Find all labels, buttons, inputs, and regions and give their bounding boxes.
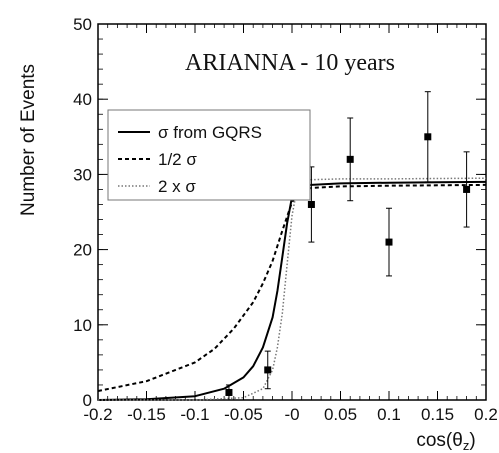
y-tick-label: 20 bbox=[73, 241, 92, 260]
x-tick-label: 0.05 bbox=[324, 405, 357, 424]
x-tick-label: 0.15 bbox=[421, 405, 454, 424]
chart-title: ARIANNA - 10 years bbox=[185, 50, 395, 76]
data-points bbox=[225, 91, 471, 401]
x-tick-label: 0.2 bbox=[474, 405, 498, 424]
x-tick-label: -0 bbox=[284, 405, 299, 424]
x-tick-label: -0.1 bbox=[180, 405, 209, 424]
x-tick-label: -0.05 bbox=[224, 405, 263, 424]
y-tick-label: 10 bbox=[73, 316, 92, 335]
legend-label-solid: σ from GQRS bbox=[158, 123, 262, 142]
y-axis: 0 10 20 30 40 50 bbox=[73, 15, 486, 410]
y-tick-label: 50 bbox=[73, 15, 92, 34]
x-axis: -0.2 -0.15 -0.1 -0.05 -0 0.05 0.1 0.15 0.2 bbox=[83, 24, 498, 424]
y-tick-label: 40 bbox=[73, 90, 92, 109]
y-axis-title: Number of Events bbox=[18, 64, 39, 216]
data-point bbox=[307, 200, 315, 208]
x-axis-title: cos(θz) bbox=[416, 430, 475, 453]
data-point bbox=[424, 133, 432, 141]
legend-box bbox=[107, 109, 311, 201]
x-tick-label: -0.15 bbox=[127, 405, 166, 424]
x-axis-title-close: ) bbox=[469, 430, 475, 451]
x-tick-label: 0.1 bbox=[377, 405, 401, 424]
x-axis-title-sub: z bbox=[463, 438, 470, 453]
data-point bbox=[264, 366, 272, 374]
data-point bbox=[385, 238, 393, 246]
y-tick-label: 0 bbox=[83, 391, 92, 410]
series-line-dotted bbox=[98, 177, 487, 401]
legend: σ from GQRS 1/2 σ 2 x σ bbox=[107, 109, 311, 201]
data-point bbox=[225, 388, 233, 396]
data-point bbox=[463, 185, 471, 193]
series-layer bbox=[97, 177, 487, 401]
legend-label-dotted: 2 x σ bbox=[158, 177, 196, 196]
legend-label-dashed: 1/2 σ bbox=[158, 150, 197, 169]
data-point bbox=[346, 155, 354, 163]
x-tick-label: -0.2 bbox=[83, 405, 112, 424]
y-tick-label: 30 bbox=[73, 165, 92, 184]
series-line-solid bbox=[97, 180, 487, 401]
x-axis-title-main: cos(θ bbox=[416, 430, 462, 451]
